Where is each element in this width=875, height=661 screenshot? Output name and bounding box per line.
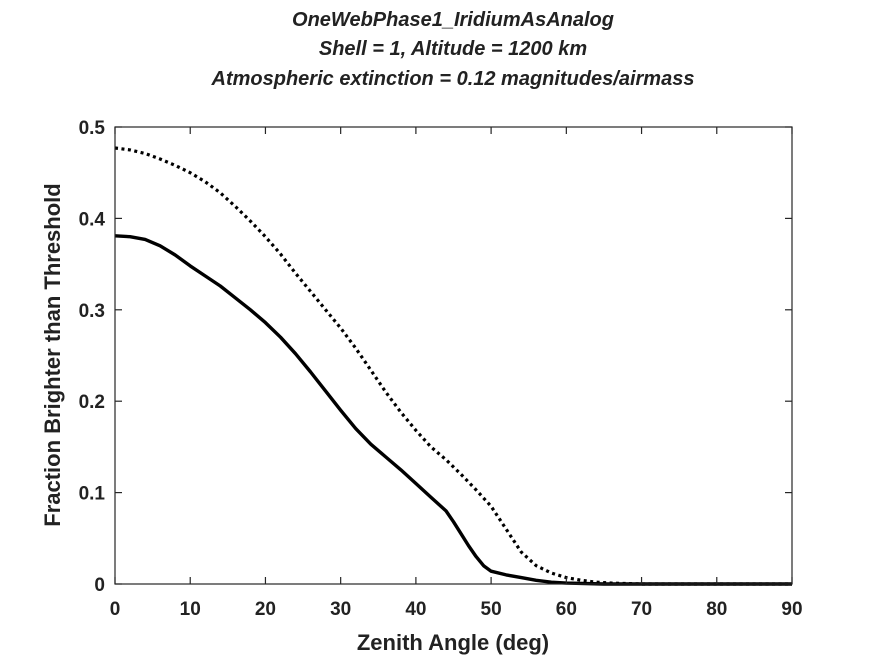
x-tick-label: 40 [405,599,426,620]
y-tick-label: 0.4 [79,209,106,230]
y-tick-label: 0.3 [79,301,105,322]
x-axis-label: Zenith Angle (deg) [357,630,549,655]
x-tick-label: 0 [110,599,121,620]
y-tick-label: 0 [94,575,105,596]
chart-title-line-1: OneWebPhase1_IridiumAsAnalog [292,9,614,31]
x-tick-label: 50 [481,599,502,620]
y-axis-ticks: 0 0.1 0.2 0.3 0.4 0.5 [79,118,792,596]
x-tick-label: 20 [255,599,276,620]
y-tick-label: 0.2 [79,392,105,413]
plot-area-frame [114,126,793,585]
series-group [114,146,792,586]
x-tick-label: 60 [556,599,577,620]
series-line-solid [114,234,792,586]
x-axis-ticks: 0 10 20 30 40 50 60 70 80 90 [110,127,803,620]
x-tick-label: 10 [180,599,201,620]
y-tick-label: 0.1 [79,484,106,505]
chart-title-line-2: Shell = 1, Altitude = 1200 km [319,38,587,60]
y-tick-label: 0.5 [79,118,106,139]
x-tick-label: 70 [631,599,652,620]
x-tick-label: 90 [781,599,802,620]
y-axis-label: Fraction Brighter than Threshold [40,183,65,526]
x-tick-label: 80 [706,599,727,620]
chart-title-line-3: Atmospheric extinction = 0.12 magnitudes… [211,68,695,90]
x-tick-label: 30 [330,599,351,620]
chart-title: OneWebPhase1_IridiumAsAnalog Shell = 1, … [211,9,695,90]
series-line-dotted [114,146,792,586]
